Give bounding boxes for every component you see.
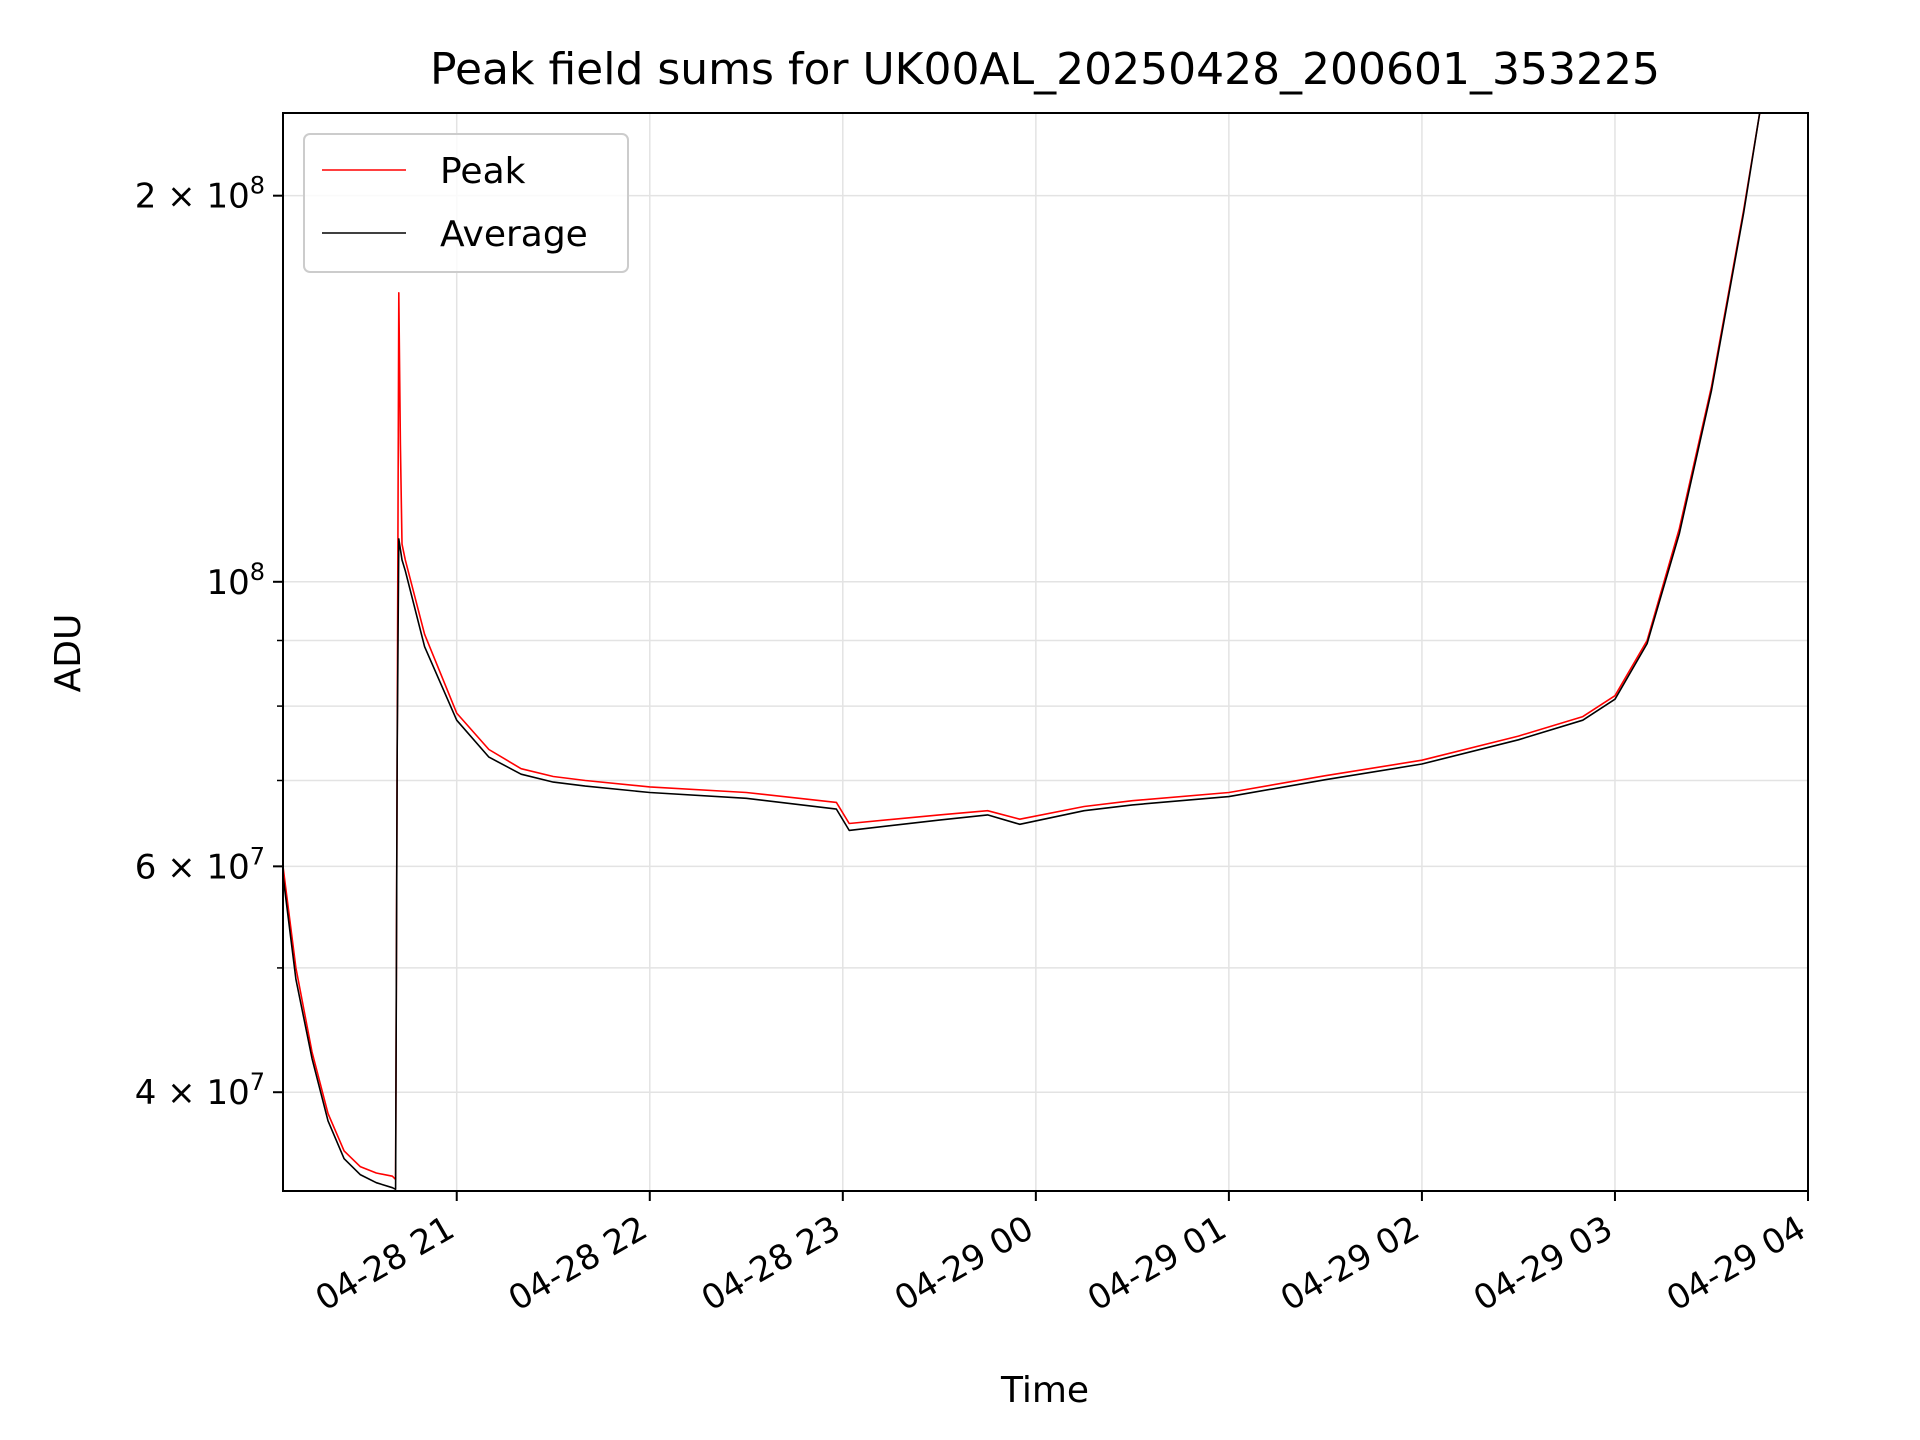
y-tick-mantissa: 2 × 10 — [135, 177, 250, 217]
chart-title: Peak field sums for UK00AL_20250428_2006… — [430, 44, 1660, 95]
plot-area — [283, 113, 1808, 1191]
y-tick-mantissa: 6 × 10 — [135, 847, 250, 887]
y-tick-exponent: 7 — [250, 842, 265, 870]
series-layer — [283, 113, 1808, 1191]
axes-frame — [282, 112, 1809, 1192]
legend-box — [303, 133, 629, 273]
y-tick-exponent: 8 — [250, 558, 265, 586]
y-tick-mantissa: 10 — [206, 563, 249, 603]
series-line-average — [283, 113, 1808, 1191]
x-axis-label: Time — [1000, 1370, 1089, 1411]
y-tick-mantissa: 4 × 10 — [135, 1073, 250, 1113]
y-tick-label: 2 × 108 — [135, 172, 265, 217]
y-tick-exponent: 8 — [250, 172, 265, 200]
legend: Peak Average — [303, 133, 629, 273]
y-axis-label: ADU — [48, 614, 89, 693]
legend-label-average: Average — [440, 214, 588, 255]
series-line-peak — [283, 113, 1808, 1181]
y-tick-label: 108 — [206, 558, 265, 603]
y-tick-exponent: 7 — [250, 1068, 265, 1096]
legend-label-peak: Peak — [440, 151, 526, 192]
y-tick-label: 6 × 107 — [135, 842, 265, 887]
y-tick-label: 4 × 107 — [135, 1068, 265, 1113]
grid — [283, 113, 1809, 1191]
